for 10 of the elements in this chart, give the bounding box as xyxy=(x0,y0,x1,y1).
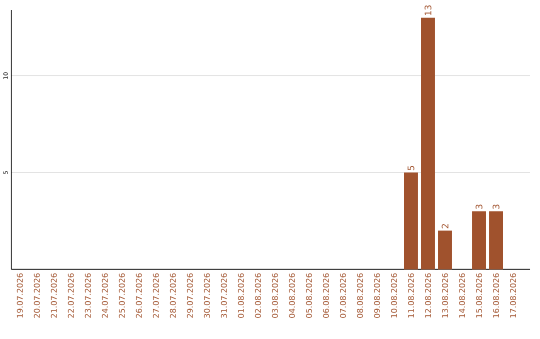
bar xyxy=(404,172,418,270)
data-label: 3 xyxy=(492,204,500,209)
data-label: 2 xyxy=(442,224,448,228)
bar xyxy=(489,211,503,270)
bar xyxy=(421,18,435,270)
bar xyxy=(472,211,486,270)
data-label: 13 xyxy=(424,5,432,15)
data-label: 5 xyxy=(408,166,414,170)
data-label: 3 xyxy=(476,204,482,209)
bar xyxy=(438,230,452,270)
